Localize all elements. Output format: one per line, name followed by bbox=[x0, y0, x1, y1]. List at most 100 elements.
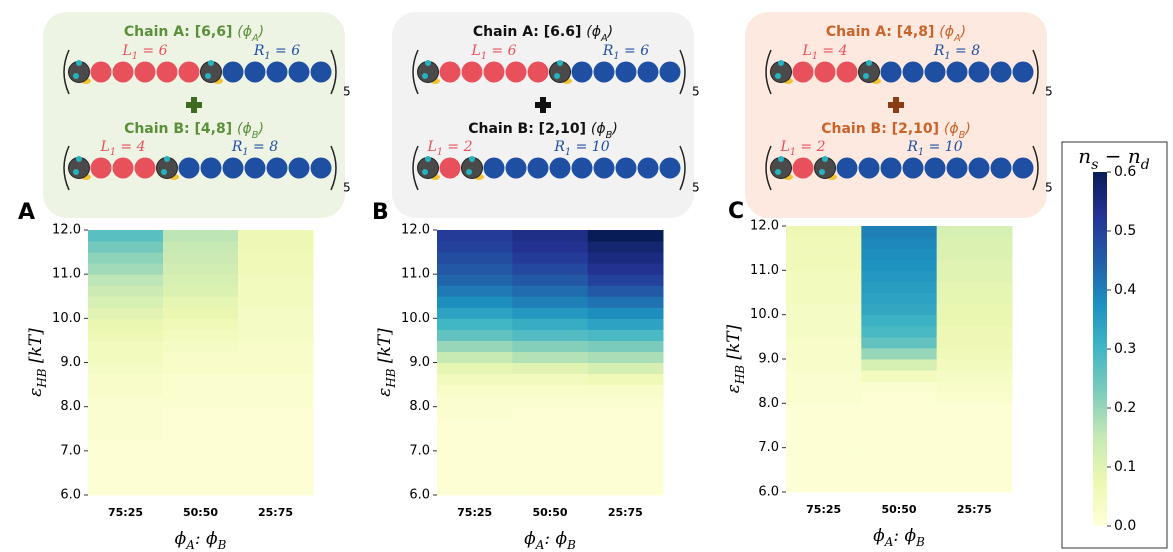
y-axis-label-part: ε bbox=[724, 384, 744, 393]
heatmap-cell bbox=[512, 407, 588, 419]
heatmap-cell bbox=[512, 340, 588, 352]
heatmap-cell bbox=[163, 363, 239, 375]
heatmap-cell bbox=[786, 392, 862, 404]
heatmap-cell bbox=[238, 340, 314, 352]
heatmap-cell bbox=[861, 481, 937, 493]
heatmap-cell bbox=[238, 429, 314, 441]
heatmap-cell bbox=[588, 241, 664, 253]
heatmap-cell bbox=[861, 337, 937, 349]
heatmap-cell bbox=[861, 403, 937, 415]
bead-dot bbox=[208, 60, 214, 66]
heatmap-cell bbox=[861, 293, 937, 305]
heatmap-cell bbox=[786, 293, 862, 305]
heatmap-cell bbox=[937, 359, 1013, 371]
x-tick-label: 25:75 bbox=[258, 506, 293, 519]
heatmap-cell bbox=[512, 374, 588, 386]
heatmap-cell bbox=[786, 248, 862, 260]
chain-b-label: Chain B: [2,10] bbox=[468, 121, 586, 137]
heatmap-cell bbox=[163, 407, 239, 419]
heatmap-cell bbox=[861, 304, 937, 316]
heatmap-cell bbox=[937, 293, 1013, 305]
bead bbox=[859, 158, 880, 179]
y-axis-label: εHB [kT] bbox=[724, 324, 748, 393]
heatmap-cell bbox=[88, 374, 164, 386]
y-tick-label: 12.0 bbox=[52, 223, 81, 238]
heatmap-cell bbox=[437, 451, 513, 463]
heatmap-cell bbox=[588, 351, 664, 363]
heatmap-cell bbox=[437, 407, 513, 419]
x-tick-label: 50:50 bbox=[532, 506, 567, 519]
heatmap-cell bbox=[163, 230, 239, 242]
heatmap-cell bbox=[88, 285, 164, 297]
bead bbox=[113, 158, 134, 179]
y-tick-label: 9.0 bbox=[60, 355, 81, 370]
heatmap-cell bbox=[437, 363, 513, 375]
heatmap-cell bbox=[937, 326, 1013, 338]
heatmap-cell bbox=[512, 307, 588, 319]
heatmap-cell bbox=[861, 270, 937, 282]
y-axis-label-part: ε bbox=[26, 388, 46, 397]
heatmap-cell bbox=[238, 451, 314, 463]
heatmap-cell bbox=[163, 385, 239, 397]
bead-dot bbox=[164, 156, 170, 162]
x-axis-label-part: B bbox=[217, 538, 227, 552]
heatmap-cell bbox=[937, 348, 1013, 360]
chain-b-label: Chain B: [2,10] bbox=[821, 121, 939, 137]
heatmap-cell bbox=[861, 437, 937, 449]
x-axis-label-part: B bbox=[566, 538, 576, 552]
heatmap-cell bbox=[588, 440, 664, 452]
bead bbox=[91, 158, 112, 179]
right-block-label-part: R bbox=[933, 43, 945, 59]
x-axis-label-part: ϕ bbox=[175, 529, 187, 549]
figure: Chain A: [6,6] (ϕA)5L1 = 6R1 = 6Chain B:… bbox=[0, 0, 1173, 552]
heatmap-cell bbox=[937, 370, 1013, 382]
repeat-count: 5 bbox=[1045, 181, 1053, 195]
bead bbox=[484, 62, 505, 83]
chain-a-phi: ) bbox=[960, 24, 966, 40]
right-block-label-part: R bbox=[602, 43, 614, 59]
heatmap-cell bbox=[238, 296, 314, 308]
x-axis-label: ϕA: ϕB bbox=[175, 529, 227, 552]
heatmap-cell bbox=[88, 252, 164, 264]
left-block-label-part: = 4 bbox=[116, 139, 146, 155]
heatmap-cell bbox=[512, 318, 588, 330]
bead bbox=[881, 158, 902, 179]
heatmap-cell bbox=[512, 252, 588, 264]
bead bbox=[1013, 158, 1034, 179]
heatmap-cell bbox=[437, 385, 513, 397]
bead bbox=[440, 62, 461, 83]
heatmap-cell bbox=[437, 473, 513, 485]
y-axis-label: εHB [kT] bbox=[26, 328, 50, 397]
left-block-label-part: L bbox=[121, 43, 131, 59]
heatmap-cell bbox=[512, 418, 588, 430]
chain-a-phi: ) bbox=[258, 24, 264, 40]
right-block-label-part: R bbox=[553, 139, 565, 155]
heatmap-cell bbox=[937, 392, 1013, 404]
heatmap-cell bbox=[588, 473, 664, 485]
heatmap-cell bbox=[786, 226, 862, 238]
colorbar bbox=[1093, 172, 1107, 526]
heatmap-cell bbox=[163, 374, 239, 386]
heatmap-cell bbox=[88, 363, 164, 375]
heatmap-cell bbox=[588, 396, 664, 408]
right-block-label-part: = 6 bbox=[271, 43, 301, 59]
heatmap-cell bbox=[861, 414, 937, 426]
bead bbox=[550, 158, 571, 179]
bead bbox=[903, 62, 924, 83]
chain-b-phi: ) bbox=[611, 121, 617, 137]
heatmap-cell bbox=[437, 329, 513, 341]
chain-b-phi: ) bbox=[964, 121, 970, 137]
bead-dot bbox=[778, 156, 784, 162]
bead bbox=[837, 62, 858, 83]
heatmap-cell bbox=[512, 462, 588, 474]
heatmap-cell bbox=[861, 359, 937, 371]
heatmap-cell bbox=[238, 473, 314, 485]
heatmap-cell bbox=[88, 274, 164, 286]
left-block-label-part: = 4 bbox=[818, 43, 848, 59]
chain-a-label: Chain A: [4,8] bbox=[826, 24, 935, 40]
chain-b-phi: (ϕ bbox=[944, 121, 959, 137]
heatmap-cell bbox=[163, 263, 239, 275]
heatmap-cell bbox=[238, 351, 314, 363]
bead bbox=[793, 158, 814, 179]
left-block-label-part: L bbox=[779, 139, 789, 155]
